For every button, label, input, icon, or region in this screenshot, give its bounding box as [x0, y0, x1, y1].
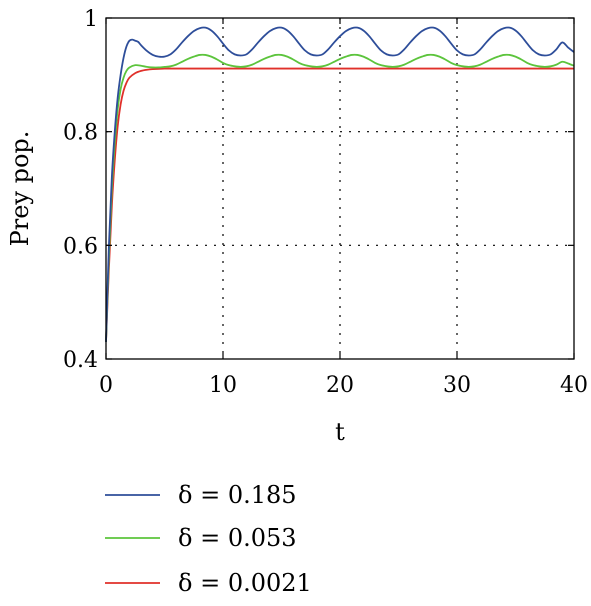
legend-label-0: δ = 0.185 [178, 481, 297, 509]
legend: δ = 0.185 δ = 0.053 δ = 0.0021 [105, 481, 312, 597]
axis-ticks [105, 17, 575, 360]
x-tick-label: 0 [99, 373, 113, 398]
x-axis-label: t [335, 418, 345, 446]
x-tick-label: 10 [209, 373, 237, 398]
series-line-1 [105, 53, 575, 342]
y-tick-label: 1 [84, 7, 98, 32]
x-tick-label: 40 [560, 373, 588, 398]
series-lines [105, 26, 575, 342]
series-line-2 [105, 67, 574, 342]
x-tick-label: 20 [326, 373, 354, 398]
y-tick-label: 0.4 [63, 348, 98, 373]
legend-label-2: δ = 0.0021 [178, 569, 312, 597]
grid-lines [106, 18, 574, 359]
y-axis-label: Prey pop. [6, 131, 34, 247]
legend-label-1: δ = 0.053 [178, 524, 297, 552]
y-tick-label: 0.8 [63, 121, 98, 146]
x-tick-label: 30 [443, 373, 471, 398]
tick-labels: 0 10 20 30 40 0.4 0.6 0.8 1 [63, 7, 588, 398]
series-line-0 [105, 26, 575, 342]
y-tick-label: 0.6 [63, 234, 98, 259]
